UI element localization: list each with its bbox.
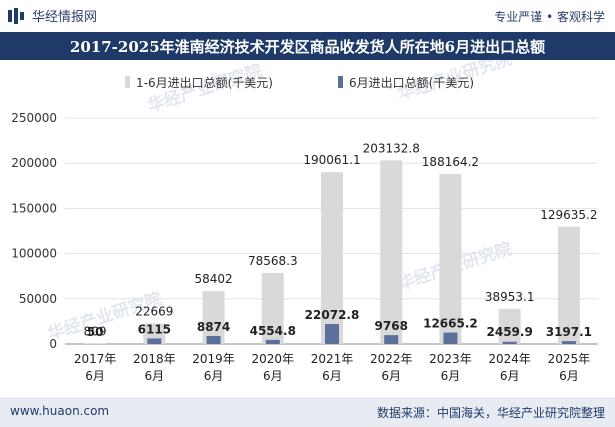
x-tick-label-month: 6月 bbox=[322, 369, 342, 383]
bar-june-4 bbox=[265, 339, 280, 344]
data-label-june: 4554.8 bbox=[250, 324, 296, 338]
y-tick-label: 250000 bbox=[11, 111, 57, 125]
bar-total-4 bbox=[261, 272, 284, 344]
x-tick-label-year: 2019年 bbox=[192, 352, 235, 366]
data-label-june: 9768 bbox=[375, 319, 408, 333]
bar-june-2 bbox=[147, 338, 162, 344]
footer-source: 数据来源：中国海关，华经产业研究院整理 bbox=[376, 406, 605, 420]
bar-total-8 bbox=[498, 308, 521, 344]
data-label-june: 3197.1 bbox=[546, 325, 592, 339]
legend-swatch-series-1 bbox=[125, 76, 130, 88]
legend: 1-6月进出口总额(千美元) 6月进出口总额(千美元) bbox=[125, 76, 474, 90]
tagline: 专业严谨 • 客观科学 bbox=[494, 10, 605, 24]
x-tick-label-year: 2022年 bbox=[370, 352, 413, 366]
x-tick-label-month: 6月 bbox=[441, 369, 461, 383]
x-tick-label-month: 6月 bbox=[381, 369, 401, 383]
data-label-june: 6115 bbox=[138, 322, 171, 336]
bar-total-1 bbox=[84, 343, 107, 344]
x-tick-label-month: 6月 bbox=[85, 369, 105, 383]
x-tick-label-year: 2017年 bbox=[74, 352, 117, 366]
x-tick-label-month: 6月 bbox=[145, 369, 165, 383]
y-tick-label: 200000 bbox=[11, 156, 57, 170]
data-label-total: 129635.2 bbox=[540, 208, 597, 222]
data-label-total: 190061.1 bbox=[303, 153, 360, 167]
top-bar: 华经情报网 专业严谨 • 客观科学 bbox=[0, 0, 615, 32]
data-label-total: 38953.1 bbox=[485, 290, 535, 304]
y-tick-label: 50000 bbox=[19, 292, 57, 306]
x-tick-label-month: 6月 bbox=[500, 369, 520, 383]
bar-june-6 bbox=[384, 335, 399, 344]
x-tick-label-year: 2025年 bbox=[548, 352, 591, 366]
x-tick-label-month: 6月 bbox=[204, 369, 224, 383]
x-tick-label-year: 2018年 bbox=[133, 352, 176, 366]
x-tick-label-month: 6月 bbox=[559, 369, 579, 383]
bar-june-9 bbox=[561, 341, 576, 344]
footer: www.huaon.com 数据来源：中国海关，华经产业研究院整理 bbox=[0, 397, 615, 427]
bar-total-3 bbox=[202, 291, 225, 344]
chart-area: 华经产业研究院华经产业研究院华经产业研究院华经产业研究院 1-6月进出口总额(千… bbox=[11, 60, 598, 383]
y-tick-label: 150000 bbox=[11, 201, 57, 215]
data-label-total: 188164.2 bbox=[422, 155, 479, 169]
x-tick-label-year: 2021年 bbox=[311, 352, 354, 366]
bar-june-7 bbox=[443, 332, 458, 344]
bar-total-5 bbox=[321, 172, 343, 344]
bar-june-3 bbox=[206, 335, 221, 344]
footer-website: www.huaon.com bbox=[10, 404, 110, 418]
bar-total-7 bbox=[439, 173, 462, 344]
data-label-june: 22072.8 bbox=[305, 308, 360, 322]
legend-swatch-series-2 bbox=[338, 76, 343, 88]
bar-june-8 bbox=[502, 341, 517, 344]
y-tick-label: 0 bbox=[49, 337, 57, 351]
bar-total-9 bbox=[557, 226, 580, 344]
data-label-june: 50 bbox=[87, 325, 104, 339]
legend-label-series-1: 1-6月进出口总额(千美元) bbox=[136, 76, 273, 90]
brand-logo-icon bbox=[8, 7, 24, 24]
data-label-total: 58402 bbox=[194, 272, 232, 286]
data-label-total: 22669 bbox=[135, 305, 173, 319]
data-label-total: 203132.8 bbox=[363, 141, 420, 155]
bars bbox=[84, 160, 580, 344]
x-axis-labels: 2017年 6月 2018年 6月 2019年 6月 2020年 6月 2021年 6月 2022年… bbox=[74, 352, 590, 383]
data-label-june: 8874 bbox=[197, 320, 230, 334]
data-label-total: 78568.3 bbox=[248, 254, 298, 268]
data-label-june: 2459.9 bbox=[487, 325, 533, 339]
data-label-total: 809 bbox=[84, 324, 107, 338]
bar-june-5 bbox=[325, 324, 339, 344]
x-tick-label-year: 2023年 bbox=[429, 352, 472, 366]
x-tick-label-month: 6月 bbox=[263, 369, 283, 383]
brand: 华经情报网 bbox=[8, 6, 97, 25]
data-label-june: 12665.2 bbox=[423, 317, 478, 331]
brand-name: 华经情报网 bbox=[32, 10, 98, 25]
bar-total-6 bbox=[380, 160, 403, 344]
legend-label-series-2: 6月进出口总额(千美元) bbox=[349, 76, 474, 90]
x-tick-label-year: 2024年 bbox=[488, 352, 531, 366]
chart-title: 2017-2025年淮南经济技术开发区商品收发货人所在地6月进出口总额 bbox=[0, 32, 615, 60]
y-tick-label: 100000 bbox=[11, 247, 57, 261]
x-tick-label-year: 2020年 bbox=[252, 352, 295, 366]
